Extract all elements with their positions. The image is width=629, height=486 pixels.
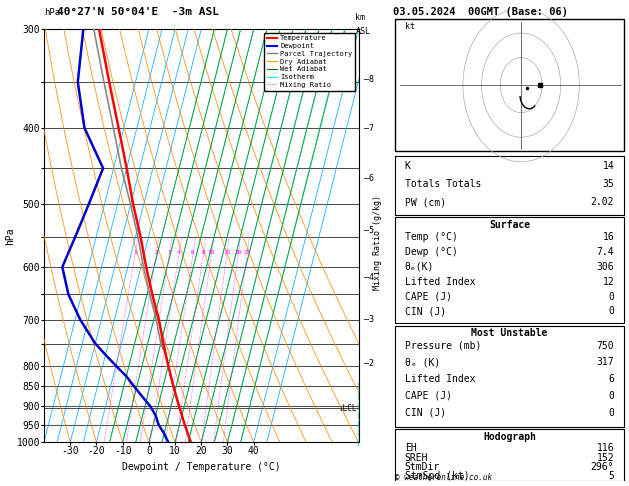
Text: CAPE (J): CAPE (J) bbox=[405, 391, 452, 401]
Text: 152: 152 bbox=[596, 452, 614, 463]
Text: 4: 4 bbox=[177, 250, 181, 255]
Text: Pressure (mb): Pressure (mb) bbox=[405, 341, 481, 351]
Text: kt: kt bbox=[405, 21, 415, 31]
Text: |: | bbox=[356, 412, 359, 419]
Text: –6: –6 bbox=[364, 174, 374, 183]
Text: |: | bbox=[356, 430, 359, 437]
Text: CIN (J): CIN (J) bbox=[405, 306, 446, 316]
Text: CIN (J): CIN (J) bbox=[405, 408, 446, 418]
Text: 3: 3 bbox=[167, 250, 171, 255]
Text: Lifted Index: Lifted Index bbox=[405, 374, 476, 384]
Text: 40°27'N 50°04'E  -3m ASL: 40°27'N 50°04'E -3m ASL bbox=[57, 7, 219, 17]
Text: θₑ (K): θₑ (K) bbox=[405, 357, 440, 367]
Text: –8: –8 bbox=[364, 74, 374, 84]
Text: 7.4: 7.4 bbox=[596, 247, 614, 257]
Text: |: | bbox=[356, 421, 359, 428]
Text: 1: 1 bbox=[133, 250, 136, 255]
Text: 8: 8 bbox=[201, 250, 205, 255]
Text: 317: 317 bbox=[596, 357, 614, 367]
Text: 0: 0 bbox=[608, 292, 614, 301]
Text: © weatheronline.co.uk: © weatheronline.co.uk bbox=[395, 473, 492, 482]
Text: Mixing Ratio (g/kg): Mixing Ratio (g/kg) bbox=[373, 195, 382, 291]
Text: 35: 35 bbox=[603, 179, 614, 189]
Text: 0: 0 bbox=[608, 408, 614, 418]
Text: Temp (°C): Temp (°C) bbox=[405, 232, 458, 242]
Text: Most Unstable: Most Unstable bbox=[471, 328, 548, 338]
Text: PW (cm): PW (cm) bbox=[405, 197, 446, 208]
Text: 6: 6 bbox=[191, 250, 194, 255]
Text: 2.02: 2.02 bbox=[591, 197, 614, 208]
Text: Surface: Surface bbox=[489, 220, 530, 229]
Text: 10: 10 bbox=[208, 250, 215, 255]
Text: km: km bbox=[355, 13, 365, 22]
Text: SREH: SREH bbox=[405, 452, 428, 463]
X-axis label: Dewpoint / Temperature (°C): Dewpoint / Temperature (°C) bbox=[122, 462, 281, 472]
Text: 296°: 296° bbox=[591, 462, 614, 472]
Text: |: | bbox=[356, 439, 359, 446]
Text: K: K bbox=[405, 160, 411, 171]
Text: Dewp (°C): Dewp (°C) bbox=[405, 247, 458, 257]
Legend: Temperature, Dewpoint, Parcel Trajectory, Dry Adiabat, Wet Adiabat, Isotherm, Mi: Temperature, Dewpoint, Parcel Trajectory… bbox=[264, 33, 355, 90]
Text: 0: 0 bbox=[608, 306, 614, 316]
Text: 16: 16 bbox=[603, 232, 614, 242]
Y-axis label: hPa: hPa bbox=[5, 227, 15, 244]
Text: 750: 750 bbox=[596, 341, 614, 351]
Text: 2: 2 bbox=[154, 250, 158, 255]
Text: |: | bbox=[356, 393, 359, 400]
Text: 15: 15 bbox=[223, 250, 230, 255]
Text: |: | bbox=[356, 402, 359, 410]
Text: –5: –5 bbox=[364, 226, 374, 235]
Bar bbox=[396, 156, 623, 215]
Text: StmDir: StmDir bbox=[405, 462, 440, 472]
Text: 03.05.2024  00GMT (Base: 06): 03.05.2024 00GMT (Base: 06) bbox=[393, 7, 568, 17]
Text: EH: EH bbox=[405, 443, 416, 453]
Text: 116: 116 bbox=[596, 443, 614, 453]
Bar bbox=[396, 326, 623, 427]
Text: Lifted Index: Lifted Index bbox=[405, 277, 476, 287]
Text: Totals Totals: Totals Totals bbox=[405, 179, 481, 189]
Bar bbox=[396, 217, 623, 323]
Text: ASL: ASL bbox=[355, 27, 370, 36]
Text: |: | bbox=[356, 383, 359, 390]
Text: –3: –3 bbox=[364, 315, 374, 324]
Text: 14: 14 bbox=[603, 160, 614, 171]
Text: 20: 20 bbox=[234, 250, 242, 255]
Text: 306: 306 bbox=[596, 262, 614, 272]
Text: Hodograph: Hodograph bbox=[483, 432, 536, 442]
Text: CAPE (J): CAPE (J) bbox=[405, 292, 452, 301]
Text: 12: 12 bbox=[603, 277, 614, 287]
Text: –7: –7 bbox=[364, 124, 374, 133]
Text: 25: 25 bbox=[243, 250, 251, 255]
Text: 6: 6 bbox=[608, 374, 614, 384]
Text: –4: –4 bbox=[364, 273, 374, 281]
Bar bbox=[396, 19, 623, 151]
Text: –2: –2 bbox=[364, 359, 374, 368]
Text: StmSpd (kt): StmSpd (kt) bbox=[405, 471, 469, 481]
Text: hPa: hPa bbox=[44, 8, 60, 17]
Text: ↓LCL: ↓LCL bbox=[339, 403, 358, 413]
Text: θₑ(K): θₑ(K) bbox=[405, 262, 434, 272]
Text: 0: 0 bbox=[608, 391, 614, 401]
Bar bbox=[396, 429, 623, 481]
Text: 5: 5 bbox=[608, 471, 614, 481]
